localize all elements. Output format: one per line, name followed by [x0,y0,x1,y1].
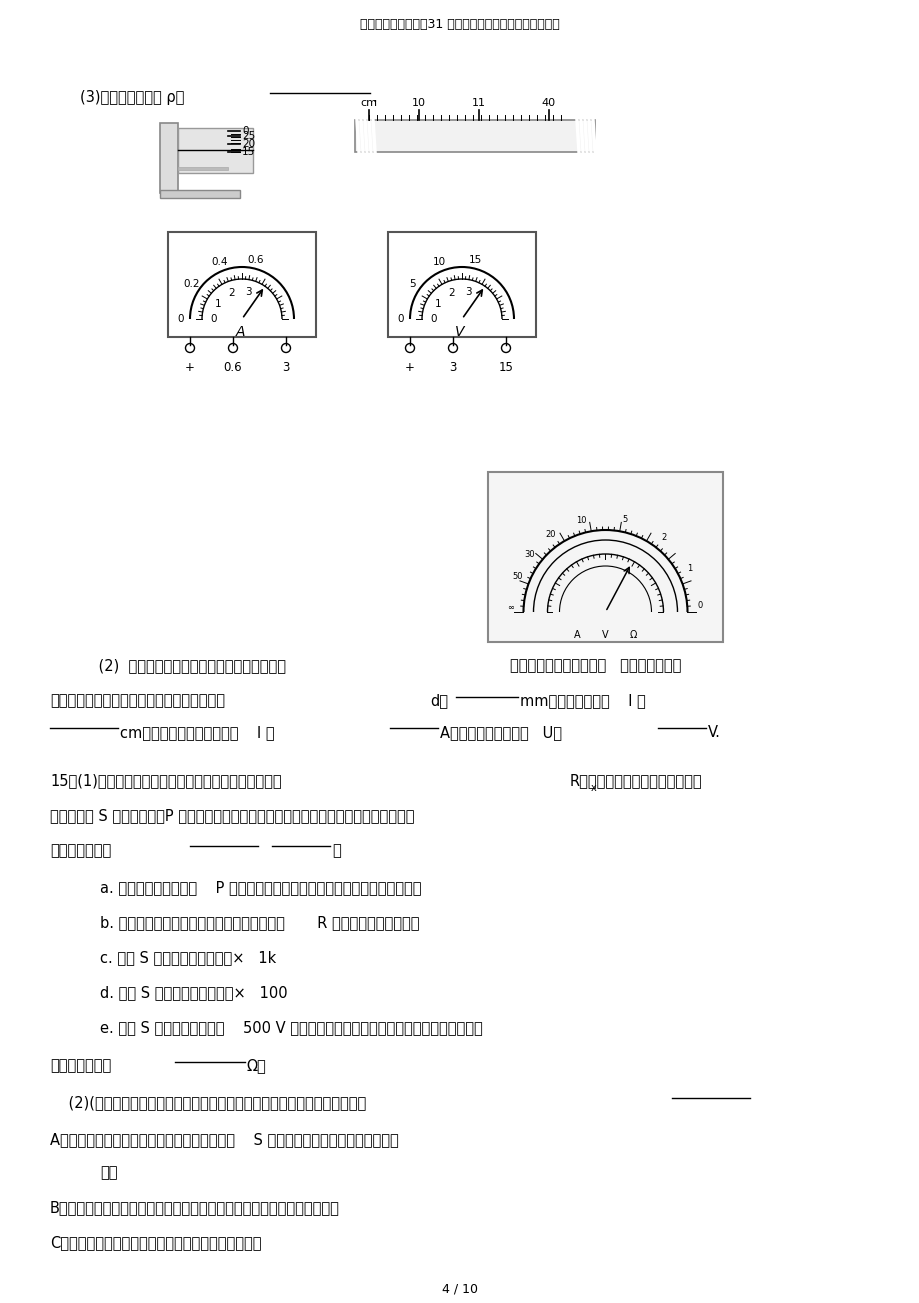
Text: cm，流过合金丝的电流强度    I ＝: cm，流过合金丝的电流强度 I ＝ [119,724,275,740]
Text: 30: 30 [524,550,534,559]
Text: 40: 40 [541,98,555,108]
Circle shape [228,344,237,353]
Text: 的读数以下列图，由图能够读出合金丝的直径: 的读数以下列图，由图能够读出合金丝的直径 [50,693,225,708]
Text: Ω。: Ω。 [246,1058,267,1072]
Circle shape [448,344,457,353]
Text: 20: 20 [545,530,556,538]
Text: mm，合金丝的长度    l ＝: mm，合金丝的长度 l ＝ [519,693,645,708]
Text: 0.2: 0.2 [184,279,200,289]
Text: 3: 3 [244,287,251,297]
Text: C．测量电路中的某个电阵，应该把该电阵与电路断开: C．测量电路中的某个电阵，应该把该电阵与电路断开 [50,1235,261,1250]
Text: 0.6: 0.6 [223,361,242,374]
Text: 3: 3 [282,361,289,374]
Circle shape [501,344,510,353]
Bar [160,122,177,193]
Text: 5: 5 [622,515,627,524]
Text: 10: 10 [412,98,425,108]
Text: 20: 20 [242,139,255,149]
Text: A: A [573,629,580,640]
Text: B．测量电阵时，若是红、黑表笔分别插在负、正插孔，则会影响测量结果: B．测量电阵时，若是红、黑表笔分别插在负、正插孔，则会影响测量结果 [50,1200,339,1214]
Text: 15: 15 [498,361,513,374]
Text: 。: 。 [332,843,340,857]
Bar [160,190,240,198]
Text: 2: 2 [661,533,666,542]
Text: 0: 0 [430,314,437,324]
Text: Ω: Ω [630,629,637,640]
Text: 0: 0 [697,601,702,610]
Text: 0.6: 0.6 [247,254,264,265]
Text: 0: 0 [210,314,217,324]
Text: 15: 15 [242,147,255,156]
Text: b. 将两表笔分别连接到被测电阵的两端，读出       R 的阻値后，断开两表笔: b. 将两表笔分别连接到被测电阵的两端，读出 R 的阻値后，断开两表笔 [100,915,419,930]
Text: 10: 10 [575,516,585,525]
Text: c. 旋转 S 使其尖端对准欧姆挡×   1k: c. 旋转 S 使其尖端对准欧姆挡× 1k [100,950,276,966]
Text: R，以下给出的是可能的实验操作: R，以下给出的是可能的实验操作 [570,773,702,788]
Text: A．测量电阵时若是指针偏转过大，应将选开关    S 拨至倍率较小的挡位，重新调零后: A．测量电阵时若是指针偏转过大，应将选开关 S 拨至倍率较小的挡位，重新调零后 [50,1132,398,1147]
Text: +: + [404,361,414,374]
Text: 1: 1 [435,300,441,309]
Text: 0: 0 [397,314,403,324]
Text: 25: 25 [242,132,255,141]
Text: 米尺测量合金丝的长度，   电流表、电压表: 米尺测量合金丝的长度， 电流表、电压表 [509,658,681,674]
Bar [177,167,228,169]
Text: 1: 1 [686,564,692,573]
Text: 0: 0 [177,314,184,324]
Circle shape [186,344,194,353]
Circle shape [405,344,414,353]
Text: 15．(1)用多用表的欧姆挡测量阻値约为几十千欧的电阵: 15．(1)用多用表的欧姆挡测量阻値约为几十千欧的电阵 [50,773,281,788]
Text: V: V [455,324,464,339]
Text: d. 旋转 S 使其尖端对准欧姆挡×   100: d. 旋转 S 使其尖端对准欧姆挡× 100 [100,985,288,999]
Bar [355,120,595,152]
Bar [168,232,315,337]
Text: (2)(多项选择题）下述关于用多用表欧姆挡测量电阵的说法中正确的选项是: (2)(多项选择题）下述关于用多用表欧姆挡测量电阵的说法中正确的选项是 [50,1095,366,1110]
Bar [388,232,536,337]
Text: (2)  实验时螺旋测微器测量该合金丝的直径、: (2) 实验时螺旋测微器测量该合金丝的直径、 [80,658,286,674]
Text: +: + [185,361,195,374]
Bar [487,472,722,642]
Text: 15: 15 [469,254,482,265]
Text: ∞: ∞ [506,602,514,611]
Text: 4 / 10: 4 / 10 [441,1283,478,1296]
Text: 3: 3 [448,361,456,374]
Text: 0.4: 0.4 [210,258,227,267]
Text: 3: 3 [464,287,471,297]
Text: 2: 2 [228,288,234,298]
Text: 50: 50 [512,572,522,581]
Text: 电阵的阻値约为: 电阵的阻値约为 [50,1058,111,1072]
Text: x: x [591,783,596,794]
Text: 1: 1 [215,300,221,309]
Text: a. 将两表笔短接，调治    P 使指针对准刻度盘上欧姆挡的零刻度，断开两表笔: a. 将两表笔短接，调治 P 使指针对准刻度盘上欧姆挡的零刻度，断开两表笔 [100,880,421,895]
Text: e. 旋转 S 使其尖端对准交流    500 V 挡，并拔出两表笔依照右图所示指针地址，此被测: e. 旋转 S 使其尖端对准交流 500 V 挡，并拔出两表笔依照右图所示指针地… [100,1020,482,1035]
Text: 0: 0 [242,126,248,136]
Text: 10: 10 [432,258,445,267]
Text: .: . [371,90,377,106]
Text: 次填写在横线上: 次填写在横线上 [50,843,111,857]
Text: d＝: d＝ [429,693,448,708]
Text: 人教版高中物理选修31 高二上学期《恒定电流》单元试卷: 人教版高中物理选修31 高二上学期《恒定电流》单元试卷 [359,18,560,31]
Text: 2: 2 [448,288,454,298]
Text: 测量: 测量 [100,1165,118,1181]
Text: A: A [235,324,244,339]
Text: A，合金丝两端的电压   U＝: A，合金丝两端的电压 U＝ [439,724,562,740]
Text: cm: cm [360,98,377,108]
Text: 步骤，其中 S 为选择开关，P 为欧姆挡调零旋鈕。把你认为正确的步骤前的字母按合理的序: 步骤，其中 S 为选择开关，P 为欧姆挡调零旋鈕。把你认为正确的步骤前的字母按合… [50,808,414,823]
Text: V: V [602,629,608,640]
Text: (3)合金丝的电阵率 ρ＝: (3)合金丝的电阵率 ρ＝ [80,90,184,106]
Circle shape [281,344,290,353]
Text: 11: 11 [471,98,485,108]
Text: V.: V. [708,724,720,740]
Text: 5: 5 [408,279,414,289]
Bar [177,128,253,173]
